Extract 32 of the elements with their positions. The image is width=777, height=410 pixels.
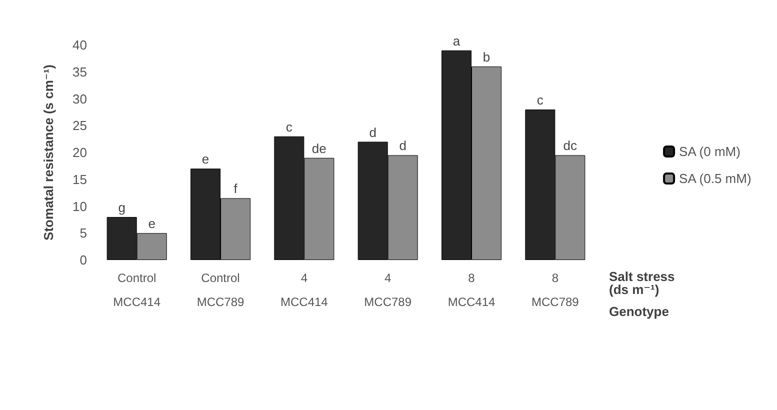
y-axis-title: Stomatal resistance (s cm⁻¹) [41,64,56,240]
legend-label: SA (0 mM) [679,144,740,159]
data-label: f [234,181,238,196]
y-tick-label: 15 [72,172,87,187]
data-label: e [202,152,210,167]
data-label: c [536,92,544,108]
x-tick-label: 4 MCC414 [280,271,328,309]
data-label: dc [563,138,578,154]
y-tick-label: 30 [72,91,87,106]
x-tick-label: 8 MCC414 [448,271,496,309]
data-label: c [286,119,293,134]
data-label: d [369,124,376,140]
y-tick-label: 40 [72,38,87,52]
x-tick-label: Control MCC789 [196,271,244,309]
x-tick-label: 4 MCC789 [364,271,412,309]
data-label: g [118,200,126,215]
data-label: de [312,140,326,156]
y-tick-label: 20 [72,145,87,160]
x-tick-label: 8 MCC789 [531,271,580,309]
data-label: d [399,138,406,154]
x-tick-label: Control MCC414 [113,271,161,309]
y-tick-label: 5 [80,226,87,241]
text: Genotype [609,304,669,319]
legend-label: SA (0.5 mM) [679,171,752,186]
y-tick-label: 10 [72,198,87,214]
data-label: b [482,50,490,64]
y-tick-label: 0 [80,252,87,268]
y-tick-label: 35 [72,64,87,80]
data-label: a [452,33,461,48]
x-axis-title: Salt stress (ds m⁻¹) [609,269,675,297]
data-label: e [148,216,156,232]
y-tick-label: 25 [72,118,87,134]
